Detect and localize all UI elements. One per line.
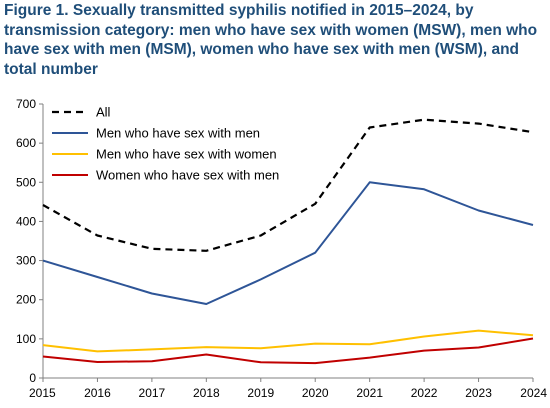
x-tick-label: 2021 — [356, 386, 383, 400]
series-line-0 — [42, 118, 534, 252]
y-tick-label: 700 — [16, 97, 36, 111]
x-tick-label: 2024 — [520, 386, 547, 400]
y-tick-label: 500 — [16, 175, 36, 189]
series-line-3 — [42, 337, 534, 365]
y-tick-label: 100 — [16, 332, 36, 346]
series-line-1 — [42, 181, 534, 305]
x-tick-label: 2023 — [465, 386, 492, 400]
y-tick-label: 300 — [16, 254, 36, 268]
x-tick-label: 2015 — [29, 386, 56, 400]
chart-title: Figure 1. Sexually transmitted syphilis … — [4, 2, 538, 78]
y-tick-label: 400 — [16, 214, 36, 228]
x-tick-label: 2022 — [411, 386, 438, 400]
x-tick-label: 2016 — [84, 386, 111, 400]
y-axis-ticks: 0 100 200 300 400 500 600 700 — [16, 97, 43, 385]
x-tick-label: 2019 — [247, 386, 274, 400]
series-lines — [42, 118, 534, 365]
y-tick-label: 200 — [16, 293, 36, 307]
legend-label-3: Women who have sex with men — [96, 168, 279, 183]
legend-label-1: Men who have sex with men — [96, 126, 260, 141]
legend-label-0: All — [96, 105, 111, 120]
series-line-2 — [42, 329, 534, 353]
x-axis-ticks: 2015 2016 2017 2018 2019 2020 2021 2022 2023 2024 — [29, 378, 547, 400]
y-tick-label: 600 — [16, 136, 36, 150]
x-tick-label: 2017 — [139, 386, 166, 400]
legend-label-2: Men who have sex with women — [96, 147, 277, 162]
y-tick-label: 0 — [29, 371, 36, 385]
x-tick-label: 2018 — [193, 386, 220, 400]
x-tick-label: 2020 — [302, 386, 329, 400]
legend: All Men who have sex with men Men who have… — [52, 105, 279, 183]
